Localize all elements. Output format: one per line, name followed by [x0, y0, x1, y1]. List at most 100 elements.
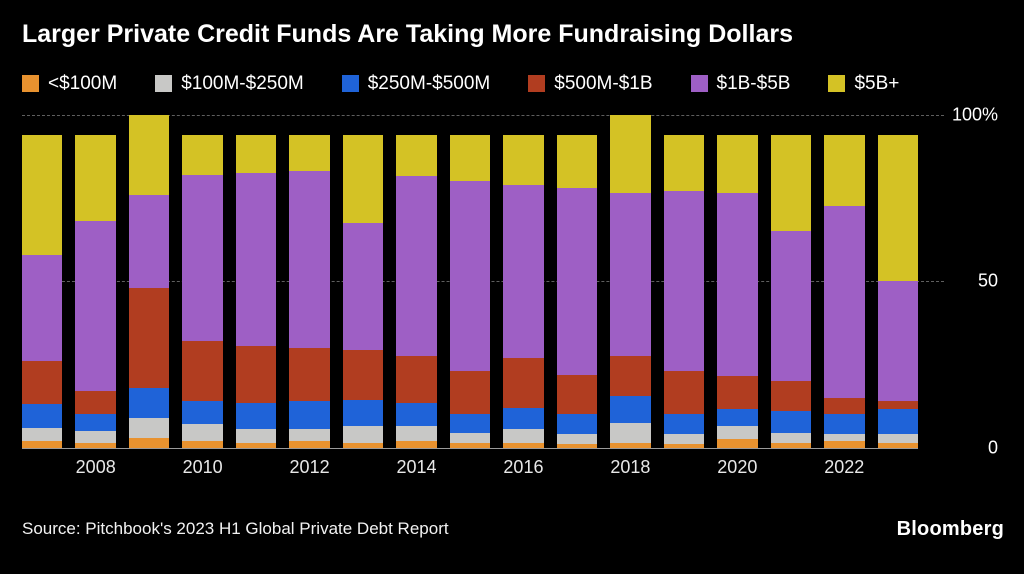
bar-column	[663, 115, 705, 448]
bar-segment	[22, 134, 63, 255]
bar-segment	[556, 414, 598, 435]
source-note: Source: Pitchbook's 2023 H1 Global Priva…	[22, 519, 449, 539]
bar-segment	[877, 442, 918, 448]
x-tick-label: 2020	[717, 456, 758, 477]
bar-column	[556, 115, 598, 448]
bar-segment	[877, 401, 918, 410]
bar-segment	[556, 374, 598, 415]
legend-label: $100M-$250M	[181, 72, 304, 94]
chart-area: 100% 50 0	[22, 104, 1004, 457]
bar-segment	[556, 434, 598, 445]
footer: Source: Pitchbook's 2023 H1 Global Priva…	[22, 518, 1004, 541]
bar-segment	[610, 442, 651, 448]
bar-segment	[128, 194, 170, 288]
bar-segment	[503, 357, 544, 408]
bar-segment	[877, 134, 918, 282]
bar-segment	[22, 361, 63, 405]
bar-segment	[503, 407, 544, 430]
legend-label: $1B-$5B	[716, 72, 791, 94]
bar-segment	[128, 437, 170, 448]
bar-segment	[22, 254, 63, 362]
bar-segment	[556, 188, 598, 375]
bar-segment	[182, 341, 223, 402]
bar-segment	[877, 281, 918, 402]
bar-segment	[182, 424, 223, 442]
bar-column	[235, 115, 277, 448]
x-tick-label	[557, 457, 597, 478]
bar-column	[503, 115, 544, 448]
bar-segment	[235, 429, 277, 443]
bar-segment	[770, 134, 812, 232]
bar-segment	[824, 434, 865, 442]
bar-segment	[342, 426, 384, 443]
bar-segment	[717, 376, 758, 410]
bar-segment	[556, 444, 598, 448]
bar-segment	[396, 402, 437, 427]
plot-area	[22, 114, 944, 449]
legend-swatch	[155, 75, 173, 93]
bar-segment	[289, 134, 330, 172]
bar-segment	[449, 432, 491, 443]
bar-segment	[449, 371, 491, 415]
bar-column	[396, 115, 437, 448]
bar-segment	[289, 441, 330, 448]
bar-segment	[75, 391, 116, 415]
x-tick-label: 2016	[503, 456, 544, 477]
x-tick-label: 2022	[824, 456, 865, 477]
bar-column	[128, 114, 170, 448]
bar-segment	[182, 174, 223, 342]
bar-segment	[556, 134, 598, 189]
bar-segment	[396, 134, 437, 177]
bar-segment	[182, 401, 223, 425]
x-tick-label: 2014	[396, 456, 437, 477]
bloomberg-logo: Bloomberg	[896, 517, 1004, 540]
y-axis: 100% 50 0	[918, 104, 1004, 457]
bar-segment	[22, 404, 63, 428]
bar-segment	[75, 414, 116, 432]
bar-segment	[449, 181, 491, 372]
x-tick-label: 2018	[610, 456, 651, 477]
bars-container	[22, 114, 918, 448]
legend-swatch	[828, 75, 846, 93]
bar-segment	[235, 346, 277, 403]
bar-column	[182, 115, 223, 448]
legend-item: $500M-$1B	[528, 73, 653, 95]
x-tick-label	[450, 457, 490, 478]
bar-segment	[396, 426, 437, 442]
gridline-100-percent	[22, 114, 944, 116]
bar-segment	[663, 191, 705, 372]
bar-segment	[396, 176, 437, 357]
legend-item: $1B-$5B	[690, 72, 791, 95]
bar-segment	[342, 349, 384, 400]
bar-column	[877, 115, 918, 448]
bar-segment	[128, 387, 170, 418]
bar-segment	[342, 223, 384, 350]
legend-swatch	[528, 75, 546, 93]
bar-column	[449, 115, 491, 448]
bar-segment	[128, 287, 170, 388]
legend-item: <$100M	[22, 73, 117, 95]
bar-segment	[824, 441, 865, 448]
bar-segment	[449, 414, 491, 433]
x-tick-label	[878, 457, 918, 478]
legend-item: $250M-$500M	[341, 72, 491, 95]
bar-segment	[770, 432, 812, 443]
y-tick-label: 100%	[951, 104, 998, 125]
bar-segment	[289, 171, 330, 348]
bar-segment	[75, 442, 116, 448]
bar-segment	[770, 411, 812, 433]
bar-segment	[610, 193, 651, 357]
x-tick-label	[771, 457, 811, 478]
bar-segment	[717, 409, 758, 427]
bar-segment	[717, 439, 758, 448]
x-tick-label	[664, 457, 704, 478]
bar-segment	[717, 134, 758, 194]
legend-swatch	[690, 75, 708, 93]
legend-label: $250M-$500M	[367, 72, 491, 94]
bar-segment	[503, 442, 544, 448]
bar-segment	[663, 434, 705, 445]
bar-segment	[824, 134, 865, 207]
bar-segment	[717, 426, 758, 440]
bar-segment	[503, 184, 544, 358]
bar-segment	[75, 221, 116, 392]
